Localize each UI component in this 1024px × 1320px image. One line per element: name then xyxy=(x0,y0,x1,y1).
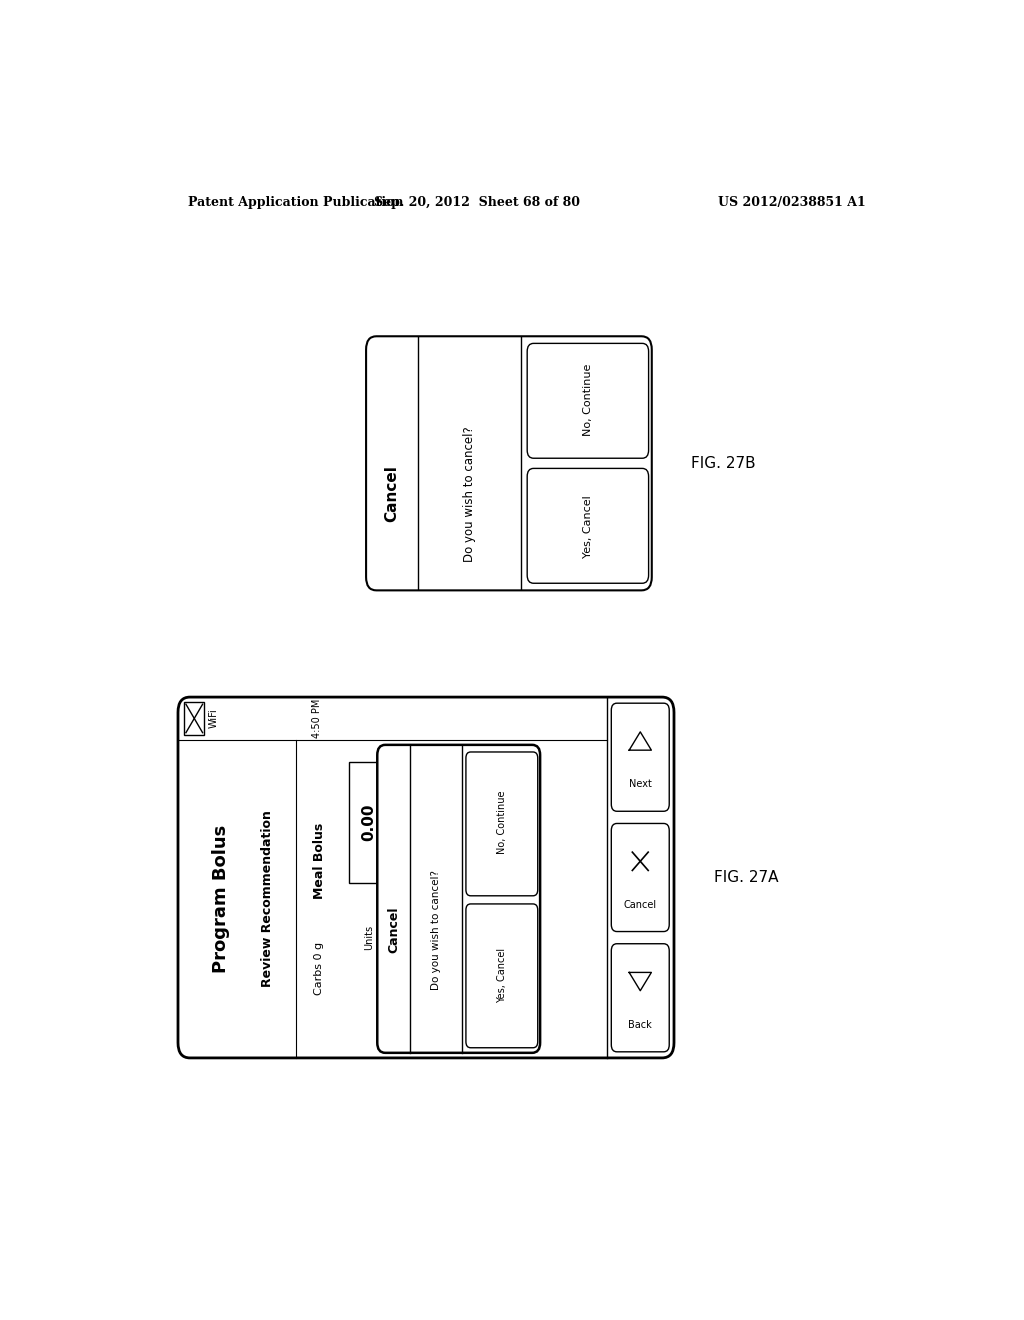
FancyBboxPatch shape xyxy=(466,904,538,1048)
Bar xyxy=(349,762,388,883)
Bar xyxy=(490,762,529,883)
Text: Do you wish to cancel?: Do you wish to cancel? xyxy=(463,426,476,562)
Text: Review Recommendation: Review Recommendation xyxy=(261,810,274,987)
Text: Sep. 20, 2012  Sheet 68 of 80: Sep. 20, 2012 Sheet 68 of 80 xyxy=(374,195,581,209)
Text: Carbs 0 g: Carbs 0 g xyxy=(314,942,325,995)
Text: No, Continue: No, Continue xyxy=(583,363,593,436)
Text: Do you wish to cancel?: Do you wish to cancel? xyxy=(431,870,441,990)
Text: 0.81: 0.81 xyxy=(503,804,517,841)
Text: Yes, Cancel: Yes, Cancel xyxy=(497,948,507,1003)
Text: FIG. 27A: FIG. 27A xyxy=(714,870,778,884)
FancyBboxPatch shape xyxy=(611,704,670,812)
Text: 0.00: 0.00 xyxy=(361,804,376,841)
Text: Cancel: Cancel xyxy=(387,907,400,953)
Text: FIG. 27B: FIG. 27B xyxy=(691,455,756,471)
Text: Meal Bolus: Meal Bolus xyxy=(313,822,326,899)
Text: Program Bolus: Program Bolus xyxy=(212,825,229,973)
Text: US 2012/0238851 A1: US 2012/0238851 A1 xyxy=(718,195,866,209)
Text: Units: Units xyxy=(364,924,374,949)
Text: WiFi: WiFi xyxy=(209,709,219,729)
FancyBboxPatch shape xyxy=(367,337,651,590)
Bar xyxy=(184,702,204,735)
FancyBboxPatch shape xyxy=(611,824,670,932)
Text: Next: Next xyxy=(629,779,651,789)
FancyBboxPatch shape xyxy=(377,744,540,1053)
Text: Cancel: Cancel xyxy=(384,466,399,523)
FancyBboxPatch shape xyxy=(178,697,674,1057)
FancyBboxPatch shape xyxy=(611,944,670,1052)
Text: Patent Application Publication: Patent Application Publication xyxy=(187,195,403,209)
FancyBboxPatch shape xyxy=(466,752,538,896)
Text: 4:50 PM: 4:50 PM xyxy=(312,698,322,738)
Text: Yes, Cancel: Yes, Cancel xyxy=(583,495,593,558)
FancyBboxPatch shape xyxy=(527,469,648,583)
Text: Back: Back xyxy=(629,1020,652,1030)
Text: Cancel: Cancel xyxy=(624,899,656,909)
Text: Units: Units xyxy=(505,924,515,949)
Text: No, Continue: No, Continue xyxy=(497,791,507,854)
FancyBboxPatch shape xyxy=(527,343,648,458)
